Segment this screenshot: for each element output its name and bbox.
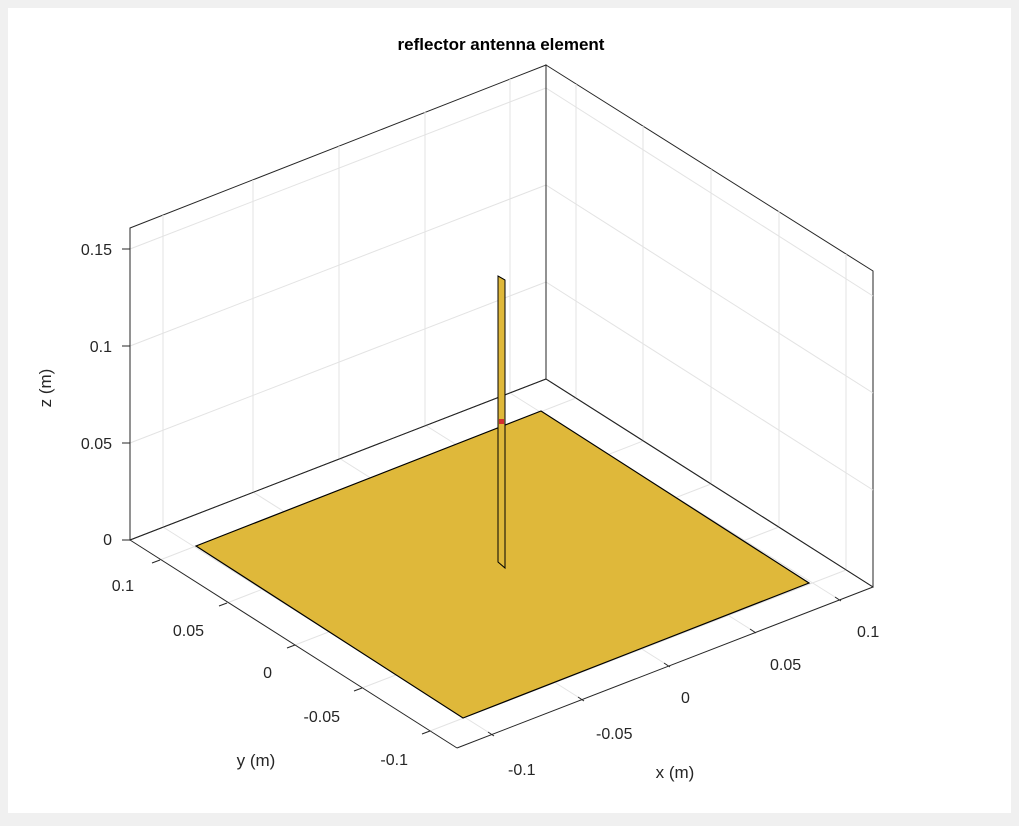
feed-point <box>499 419 504 424</box>
y-tick-label: 0.1 <box>112 578 134 595</box>
z-tick-labels: 0 0.05 0.1 0.15 <box>81 242 112 549</box>
y-axis-line <box>129 539 458 749</box>
z-tick-label: 0.15 <box>81 242 112 259</box>
x-tick-label: 0.05 <box>770 657 801 674</box>
tick-marks <box>122 248 842 737</box>
x-axis-label: x (m) <box>656 763 695 782</box>
chart-title: reflector antenna element <box>398 35 605 54</box>
dipole-element <box>497 275 506 570</box>
y-tick-label: -0.05 <box>304 709 341 726</box>
x-tick-label: -0.05 <box>596 726 633 743</box>
x-tick-labels: -0.1 -0.05 0 0.05 0.1 <box>508 624 879 779</box>
x-tick-label: -0.1 <box>508 762 536 779</box>
y-axis-label: y (m) <box>237 751 276 770</box>
x-axis-line <box>456 586 874 749</box>
x-tick-label: 0.1 <box>857 624 879 641</box>
y-tick-label: 0 <box>263 665 272 682</box>
axes-box <box>129 65 874 749</box>
y-tick-label: 0.05 <box>173 623 204 640</box>
y-tick-labels: -0.1 -0.05 0 0.05 0.1 <box>112 578 408 769</box>
x-tick-label: 0 <box>681 690 690 707</box>
z-axis-label: z (m) <box>36 369 55 408</box>
z-tick-label: 0 <box>103 532 112 549</box>
z-tick-label: 0.05 <box>81 436 112 453</box>
y-tick-label: -0.1 <box>380 752 408 769</box>
z-tick-label: 0.1 <box>90 339 112 356</box>
